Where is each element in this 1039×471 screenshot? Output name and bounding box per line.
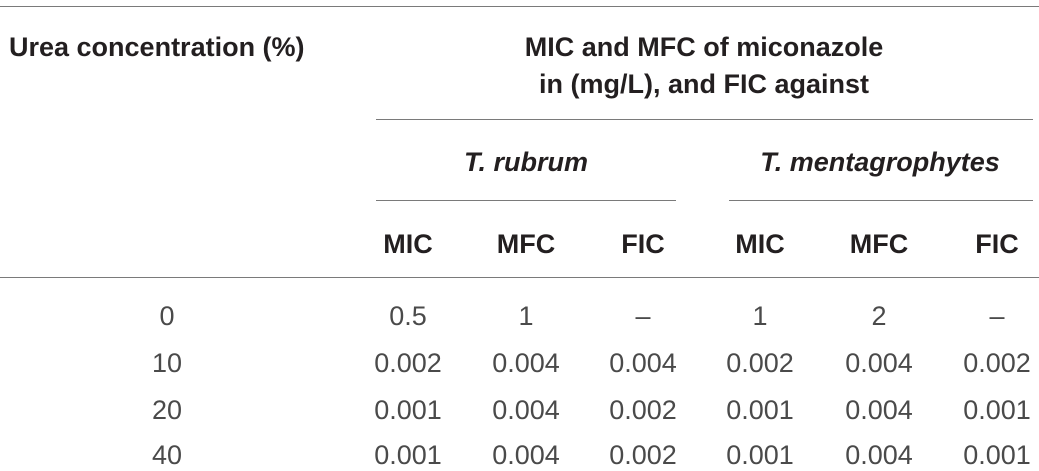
column-header-fic-rubrum: FIC: [621, 229, 665, 259]
value-cell: 0.004: [492, 395, 560, 425]
value-cell: 0.002: [726, 348, 794, 378]
value-cell: 0.001: [963, 395, 1031, 425]
value-cell: 0.004: [609, 348, 677, 378]
row-header-urea-concentration: Urea concentration (%): [9, 32, 305, 62]
group-header-rule: [376, 119, 1033, 120]
column-header-rule: [0, 277, 1039, 278]
value-cell: 0.001: [374, 395, 442, 425]
value-cell: 0.002: [609, 440, 677, 470]
species-header-t-rubrum: T. rubrum: [464, 147, 588, 177]
value-cell: 0.5: [389, 301, 427, 331]
urea-cell: 0: [159, 301, 175, 331]
table-top-rule: [0, 6, 1039, 7]
value-cell: 0.001: [963, 440, 1031, 470]
value-cell: 2: [871, 301, 887, 331]
value-cell: –: [635, 301, 651, 331]
species-rule-t-mentagrophytes: [729, 200, 1033, 201]
value-cell: 0.002: [609, 395, 677, 425]
value-cell: 0.004: [845, 348, 913, 378]
value-cell: 0.001: [726, 440, 794, 470]
column-header-mic-rubrum: MIC: [383, 229, 433, 259]
value-cell: 1: [752, 301, 768, 331]
value-cell: 0.004: [845, 440, 913, 470]
urea-cell: 20: [151, 395, 183, 425]
species-header-t-mentagrophytes: T. mentagrophytes: [760, 147, 1000, 177]
column-header-mfc-mentagrophytes: MFC: [849, 229, 909, 259]
urea-cell: 40: [151, 440, 183, 470]
value-cell: 0.004: [492, 440, 560, 470]
column-header-mic-mentagrophytes: MIC: [735, 229, 785, 259]
value-cell: –: [989, 301, 1005, 331]
value-cell: 0.004: [492, 348, 560, 378]
value-cell: 0.004: [845, 395, 913, 425]
value-cell: 0.002: [374, 348, 442, 378]
group-header-line-1: MIC and MFC of miconazole: [524, 32, 884, 62]
value-cell: 0.001: [374, 440, 442, 470]
column-header-fic-mentagrophytes: FIC: [975, 229, 1019, 259]
value-cell: 0.001: [726, 395, 794, 425]
value-cell: 1: [518, 301, 534, 331]
column-header-mfc-rubrum: MFC: [496, 229, 556, 259]
species-rule-t-rubrum: [376, 200, 676, 201]
urea-cell: 10: [151, 348, 183, 378]
group-header-line-2: in (mg/L), and FIC against: [539, 69, 869, 99]
value-cell: 0.002: [963, 348, 1031, 378]
